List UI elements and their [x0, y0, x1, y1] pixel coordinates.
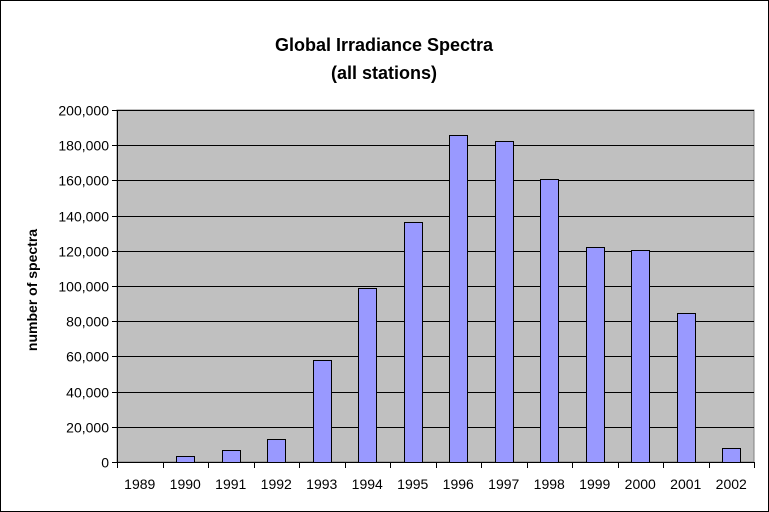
x-tick-label: 1996 [443, 476, 474, 492]
y-tick-label: 120,000 [58, 244, 109, 260]
y-tick-label: 40,000 [66, 385, 109, 401]
x-tick-label: 2000 [625, 476, 656, 492]
y-tick-label: 20,000 [66, 420, 109, 436]
bar [540, 179, 559, 463]
y-tick-label: 60,000 [66, 349, 109, 365]
bar [586, 247, 605, 463]
y-tick-label: 180,000 [58, 138, 109, 154]
x-tick-label: 2001 [670, 476, 701, 492]
bar [677, 313, 696, 463]
bar [176, 456, 195, 463]
x-tick-label: 1991 [215, 476, 246, 492]
y-tick-label: 0 [101, 455, 109, 471]
bar [358, 288, 377, 463]
bar [495, 141, 514, 463]
x-tick-label: 2002 [716, 476, 747, 492]
x-tick-label: 1994 [352, 476, 383, 492]
x-tick-label: 1993 [306, 476, 337, 492]
x-tick-label: 1998 [534, 476, 565, 492]
bar [267, 439, 286, 463]
y-tick-label: 80,000 [66, 314, 109, 330]
bar [313, 360, 332, 463]
chart-subtitle: (all stations) [331, 63, 437, 83]
bar [404, 222, 423, 463]
x-tick-label: 1992 [261, 476, 292, 492]
x-tick-label: 1999 [579, 476, 610, 492]
plot-area: 0 20,000 40,000 60,000 80,000 100,000 120,000 1… [58, 103, 755, 492]
chart-title: Global Irradiance Spectra [275, 35, 494, 55]
x-tick-label: 1989 [124, 476, 155, 492]
y-axis-label: number of spectra [24, 229, 40, 351]
y-tick-label: 140,000 [58, 209, 109, 225]
bar [631, 250, 650, 463]
bar [722, 448, 741, 463]
bar [449, 135, 468, 463]
x-tick-label: 1995 [397, 476, 428, 492]
y-tick-label: 200,000 [58, 103, 109, 119]
y-tick-label: 160,000 [58, 173, 109, 189]
x-tick-label: 1990 [170, 476, 201, 492]
y-tick-label: 100,000 [58, 279, 109, 295]
x-tick-label: 1997 [488, 476, 519, 492]
bar [222, 450, 241, 463]
